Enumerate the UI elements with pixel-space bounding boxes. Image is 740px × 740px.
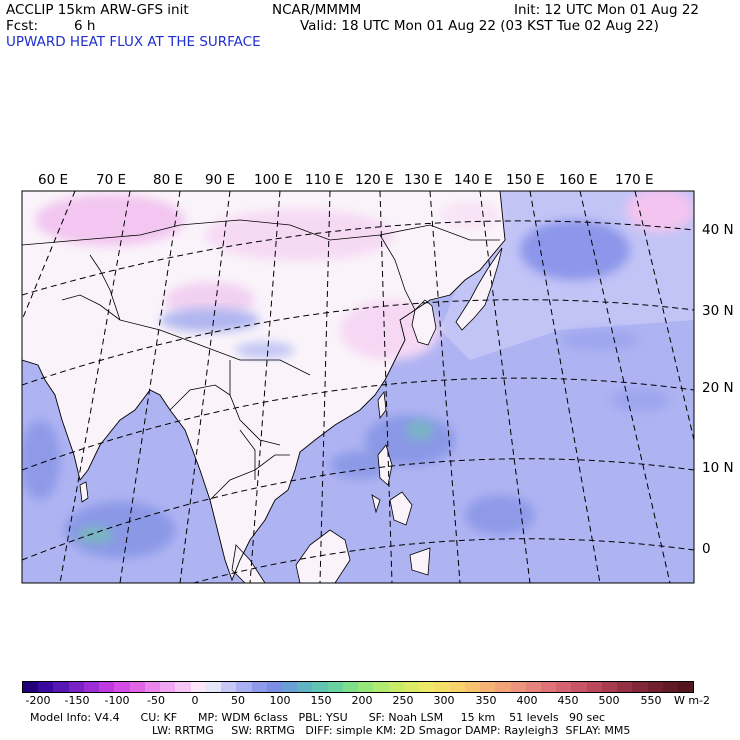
lon-label: 70 E (96, 172, 126, 188)
colorbar-swatch (419, 682, 435, 692)
asia-landmass (22, 191, 505, 580)
colorbar-swatch (99, 682, 115, 692)
colorbar-swatch (312, 682, 328, 692)
colorbar-swatch (53, 682, 69, 692)
colorbar-swatch (571, 682, 587, 692)
lon-label: 150 E (506, 172, 545, 188)
country-borders (22, 219, 500, 501)
colorbar-swatch (678, 682, 694, 692)
lon-label: 140 E (454, 172, 493, 188)
colorbar-swatch (586, 682, 602, 692)
model-info-line2: LW: RRTMG SW: RRTMG DIFF: simple KM: 2D … (152, 724, 631, 737)
valid-time: Valid: 18 UTC Mon 01 Aug 22 (03 KST Tue … (300, 18, 659, 34)
model-info-line1: Model Info: V4.4 CU: KF MP: WDM 6class P… (30, 711, 606, 724)
colorbar-swatch (251, 682, 267, 692)
colorbar-swatch (68, 682, 84, 692)
japan (455, 247, 503, 331)
lon-label: 80 E (153, 172, 183, 188)
colorbar-swatch (342, 682, 359, 692)
colorbar-tick: 500 (598, 694, 620, 707)
colorbar-tick: -50 (147, 694, 165, 707)
forecast-label: Fcst: (6, 18, 39, 34)
lon-label: 160 E (559, 172, 598, 188)
colorbar-swatch (632, 682, 648, 692)
colorbar-swatch (510, 682, 526, 692)
forecast-hours: 6 h (74, 18, 96, 34)
colorbar-swatch (373, 682, 389, 692)
colorbar-swatch (358, 682, 374, 692)
colorbar-tick: 0 (191, 694, 199, 707)
graticule (22, 191, 694, 583)
colorbar-swatch (403, 682, 420, 692)
colorbar-tick: 400 (516, 694, 538, 707)
colorbar-tick: 350 (475, 694, 497, 707)
colorbar-swatch (236, 682, 252, 692)
colorbar-swatch (662, 682, 679, 692)
colorbar-swatch (601, 682, 618, 692)
map-frame (21, 190, 695, 584)
lon-label: 120 E (355, 172, 394, 188)
colorbar-tick: 250 (392, 694, 414, 707)
field-title: UPWARD HEAT FLUX AT THE SURFACE (6, 34, 261, 50)
colorbar-swatch (83, 682, 100, 692)
colorbar-swatch (144, 682, 161, 692)
colorbar-swatch (495, 682, 511, 692)
colorbar (22, 681, 694, 693)
colorbar-swatch (221, 682, 237, 692)
init-time: Init: 12 UTC Mon 01 Aug 22 (514, 2, 699, 18)
colorbar-swatch (266, 682, 282, 692)
lat-label: 40 N (702, 222, 734, 238)
lat-label: 30 N (702, 303, 734, 319)
colorbar-swatch (647, 682, 663, 692)
colorbar-swatch (525, 682, 541, 692)
map-field (22, 191, 694, 583)
strong-flux-patches (22, 220, 670, 558)
lat-label: 10 N (702, 460, 734, 476)
colorbar-tick: -200 (25, 694, 51, 707)
colorbar-swatch (38, 682, 54, 692)
colorbar-tick: 50 (231, 694, 245, 707)
lon-label: 110 E (305, 172, 344, 188)
colorbar-tick: -150 (64, 694, 90, 707)
colorbar-swatch (114, 682, 130, 692)
lat-label: 20 N (702, 380, 734, 396)
model-title: ACCLIP 15km ARW-GFS init (6, 2, 189, 18)
colorbar-swatch (434, 682, 450, 692)
lon-label: 100 E (254, 172, 293, 188)
korean-peninsula (411, 299, 437, 346)
lon-label: 170 E (615, 172, 654, 188)
colorbar-swatch (388, 682, 404, 692)
colorbar-swatch (281, 682, 298, 692)
colorbar-tick: 450 (557, 694, 579, 707)
colorbar-swatch (327, 682, 343, 692)
lat-label: 0 (702, 541, 711, 557)
colorbar-swatch (449, 682, 465, 692)
center-label: NCAR/MMMM (272, 2, 362, 18)
colorbar-swatch (464, 682, 481, 692)
colorbar-swatch (540, 682, 557, 692)
colorbar-tick: 550 (640, 694, 662, 707)
colorbar-swatch (175, 682, 191, 692)
coastline (22, 191, 506, 582)
lon-label: 90 E (205, 172, 235, 188)
colorbar-swatch (556, 682, 572, 692)
colorbar-unit: W m-2 (674, 694, 711, 707)
colorbar-swatch (129, 682, 145, 692)
colorbar-tick: -100 (104, 694, 130, 707)
colorbar-tick: 100 (269, 694, 291, 707)
colorbar-swatch (205, 682, 222, 692)
colorbar-swatch (297, 682, 313, 692)
colorbar-tick: 150 (310, 694, 332, 707)
colorbar-tick: 200 (351, 694, 373, 707)
colorbar-swatch (23, 682, 39, 692)
colorbar-swatch (617, 682, 633, 692)
lon-label: 60 E (38, 172, 68, 188)
colorbar-tick: 300 (433, 694, 455, 707)
colorbar-swatch (160, 682, 176, 692)
lon-label: 130 E (404, 172, 443, 188)
colorbar-swatch (480, 682, 496, 692)
colorbar-swatch (190, 682, 206, 692)
